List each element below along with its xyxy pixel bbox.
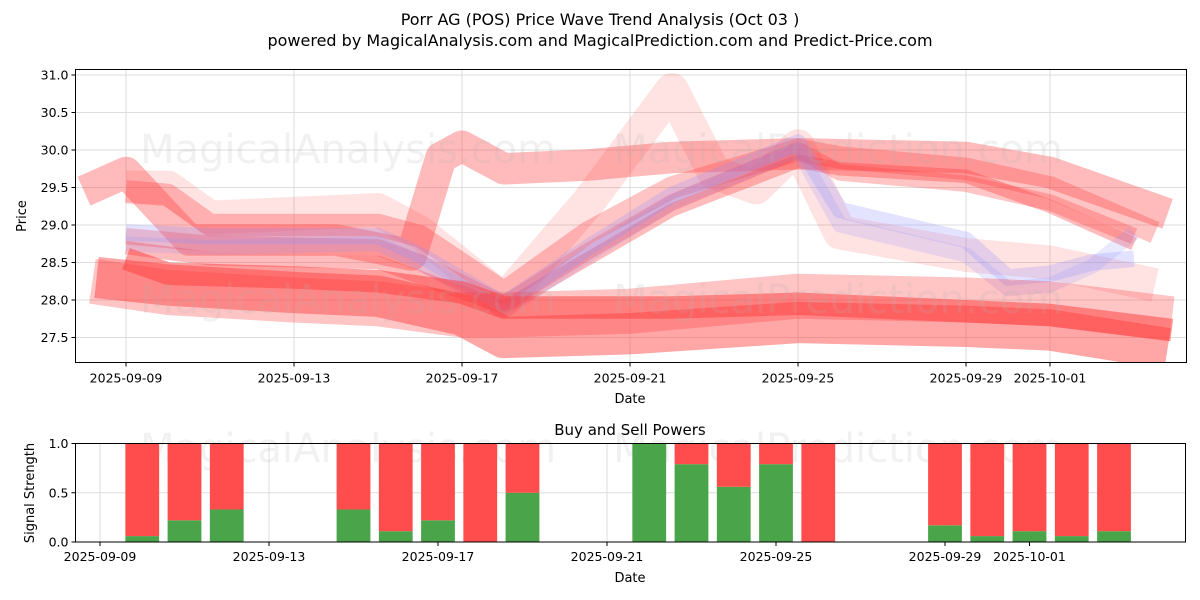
sell-bar (1054, 443, 1089, 537)
buy-bar (167, 520, 202, 542)
price-y-ticks: 27.5 28.0 28.5 29.0 29.5 30.0 30.5 31.0 (41, 68, 76, 345)
chart-subtitle: powered by MagicalAnalysis.com and Magic… (267, 31, 933, 50)
signal-x-tick-label: 2025-09-17 (402, 549, 475, 564)
price-y-tick-label: 29.0 (41, 218, 69, 233)
price-x-tick-label: 2025-09-09 (90, 371, 163, 386)
signal-x-axis-label: Date (614, 571, 645, 586)
buy-bar (1054, 536, 1089, 542)
price-x-tick-label: 2025-09-17 (426, 371, 499, 386)
watermark-prediction-bottom: MagicalPrediction.com (613, 277, 1063, 323)
buy-bar (209, 509, 244, 542)
wave-upper-wave-b (125, 138, 1160, 304)
price-y-tick-label: 28.5 (41, 255, 69, 270)
buy-bar (1012, 531, 1047, 542)
price-y-axis-label: Price (15, 200, 30, 232)
sell-bar (1012, 443, 1047, 532)
sell-bar (759, 443, 793, 465)
price-plot-frame (75, 69, 1187, 363)
price-y-tick-label: 27.5 (41, 330, 69, 345)
signal-x-tick-label: 2025-10-01 (993, 549, 1066, 564)
price-x-tick-label: 2025-09-21 (594, 371, 667, 386)
price-y-tick-label: 29.5 (41, 180, 69, 195)
signal-y-tick-label: 0.5 (49, 485, 69, 500)
price-y-tick-label: 31.0 (41, 68, 69, 83)
wave-mid-wave-b (125, 154, 1137, 315)
sell-bar (125, 443, 160, 537)
signal-x-ticks: 2025-09-09 2025-09-13 2025-09-17 2025-09-21… (64, 542, 1066, 564)
sell-bar (421, 443, 455, 521)
price-watermarks: MagicalAnalysis.com MagicalPrediction.co… (140, 127, 1063, 323)
sell-bar (801, 443, 836, 542)
price-waves (77, 73, 1175, 363)
watermark-analysis-top: MagicalAnalysis.com (140, 127, 556, 173)
wave-lower-wave-b (94, 256, 1171, 363)
wave-blue-wave-b (125, 142, 1139, 319)
chart-title: Porr AG (POS) Price Wave Trend Analysis … (400, 10, 800, 29)
signal-chart-title: Buy and Sell Powers (554, 421, 706, 439)
signal-x-tick-label: 2025-09-21 (571, 549, 644, 564)
buy-bar (421, 520, 455, 542)
buy-bar (378, 531, 413, 542)
signal-x-tick-label: 2025-09-09 (64, 549, 137, 564)
price-x-tick-label: 2025-09-29 (930, 371, 1003, 386)
buy-bar (125, 536, 160, 542)
buy-bar (632, 443, 667, 542)
signal-bars (125, 443, 1131, 542)
buy-bar (970, 536, 1005, 542)
wave-lower-wave-a (122, 248, 1174, 342)
signal-x-tick-label: 2025-09-25 (740, 549, 813, 564)
price-y-tick-label: 30.0 (41, 143, 69, 158)
buy-bar (759, 464, 793, 542)
sell-bar (716, 443, 751, 487)
signal-x-tick-label: 2025-09-29 (909, 549, 982, 564)
sell-bar (970, 443, 1005, 537)
wave-lower-wave-c (89, 259, 1175, 342)
buy-bar (674, 464, 709, 542)
sell-bar (209, 443, 244, 510)
signal-y-axis-label: Signal Strength (23, 443, 38, 543)
price-y-tick-label: 30.5 (41, 105, 69, 120)
signal-y-ticks: 0.0 0.5 1.0 (49, 436, 76, 550)
wave-mid-wave-a (125, 141, 1138, 313)
wave-blue-wave-a (125, 134, 1135, 313)
price-x-axis-label: Date (614, 392, 645, 407)
sell-bar (336, 443, 371, 510)
sell-bar (1097, 443, 1131, 532)
signal-y-tick-label: 0.0 (49, 535, 69, 550)
sell-bar (928, 443, 962, 526)
price-x-tick-label: 2025-09-25 (762, 371, 835, 386)
price-grid (75, 69, 1187, 363)
watermark-prediction-top: MagicalPrediction.com (613, 127, 1063, 173)
buy-bar (336, 509, 371, 542)
price-x-tick-label: 2025-09-13 (258, 371, 331, 386)
sell-bar (674, 443, 709, 465)
wave-upper-wave-c (126, 73, 1159, 317)
buy-bar (928, 525, 962, 542)
price-y-tick-label: 28.0 (41, 293, 69, 308)
signal-y-tick-label: 1.0 (49, 436, 69, 451)
signal-x-tick-label: 2025-09-13 (233, 549, 306, 564)
sell-bar (505, 443, 540, 493)
buy-bar (1097, 531, 1131, 542)
sell-bar (463, 443, 498, 542)
watermark-analysis-bottom: MagicalAnalysis.com (140, 277, 556, 323)
wave-upper-wave-a (77, 130, 1173, 271)
price-x-ticks: 2025-09-09 2025-09-13 2025-09-17 2025-09-21… (90, 362, 1087, 386)
price-x-tick-label: 2025-10-01 (1014, 371, 1087, 386)
buy-bar (505, 492, 540, 542)
buy-bar (716, 486, 751, 542)
sell-bar (378, 443, 413, 532)
sell-bar (167, 443, 202, 521)
